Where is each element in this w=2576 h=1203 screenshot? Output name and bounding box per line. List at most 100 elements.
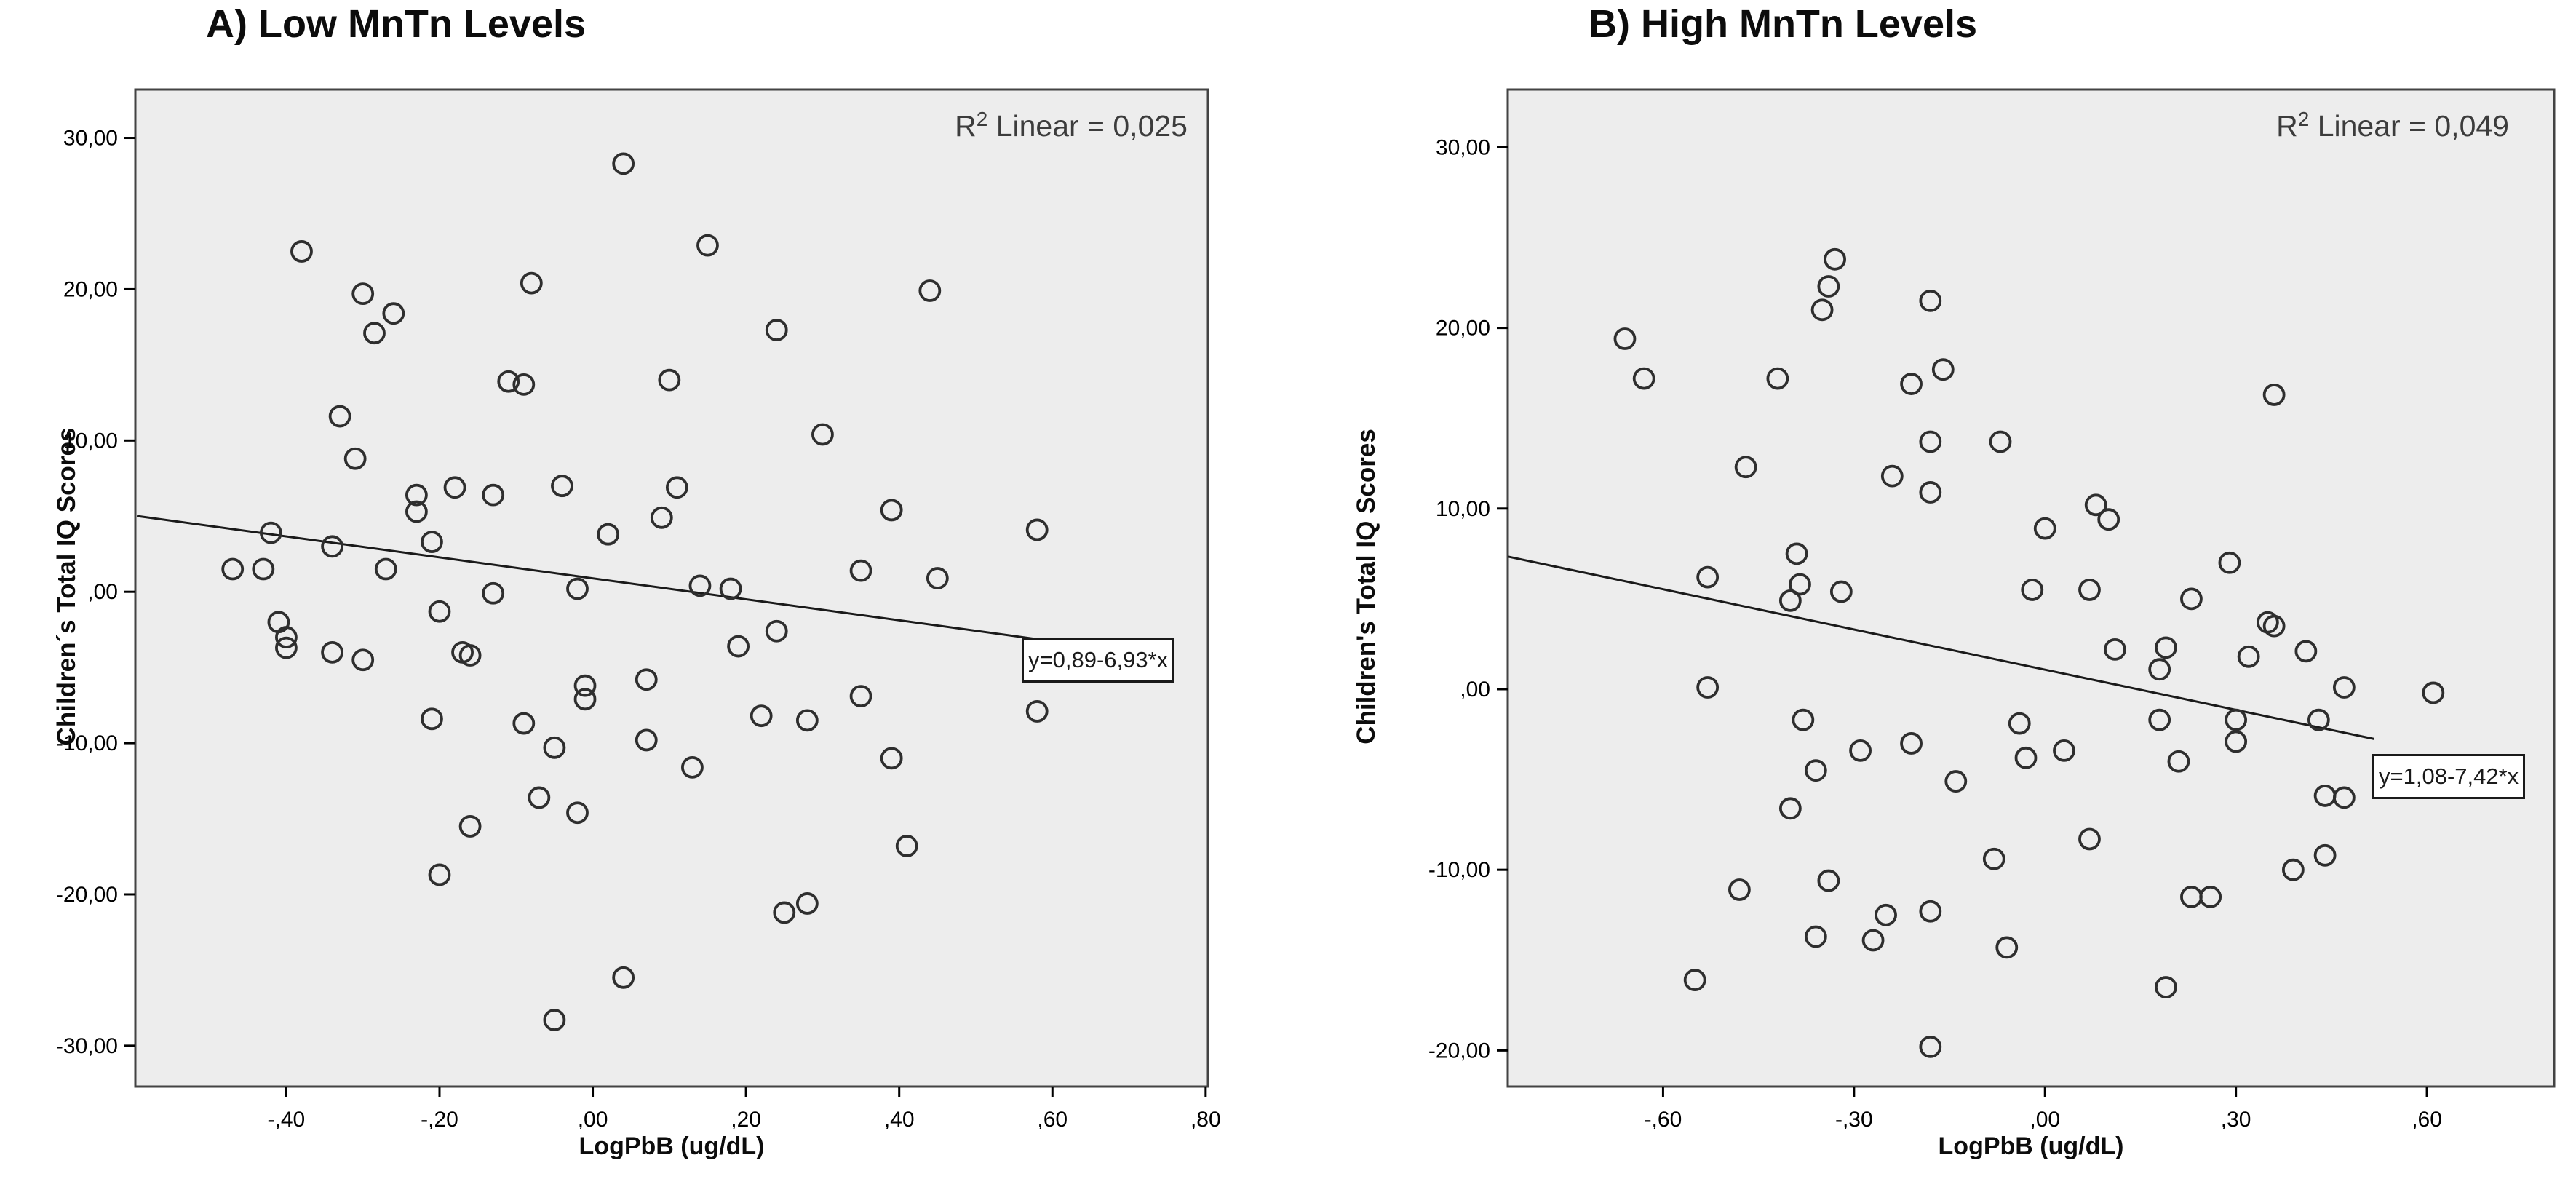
- scatter-point: [573, 674, 597, 697]
- r2-superscript: 2: [976, 108, 988, 130]
- y-tick-label: -30,00: [56, 1034, 118, 1058]
- scatter-point: [665, 476, 688, 499]
- y-tick-label: -20,00: [1428, 1039, 1490, 1063]
- scatter-point: [382, 302, 405, 325]
- scatter-point: [321, 535, 343, 558]
- scatter-point: [428, 863, 451, 886]
- scatter-point: [1683, 969, 1706, 991]
- x-tick-label: ,20: [731, 1108, 761, 1132]
- scatter-point: [458, 644, 482, 667]
- scatter-point: [688, 574, 712, 597]
- scatter-point: [918, 279, 942, 302]
- scatter-point: [573, 688, 597, 711]
- panel-title-a: A) Low MnTn Levels: [206, 2, 587, 46]
- scatter-point: [880, 499, 903, 522]
- scatter-point: [405, 500, 428, 523]
- scatter-point: [1919, 481, 1942, 504]
- y-tick-label: -20,00: [56, 883, 118, 907]
- scatter-point: [895, 835, 918, 857]
- scatter-point: [520, 271, 543, 295]
- scatter-point: [2294, 640, 2318, 663]
- scatter-point: [635, 668, 658, 691]
- scatter-point: [1995, 936, 2019, 959]
- scatter-point: [543, 736, 566, 759]
- scatter-point: [275, 626, 298, 648]
- scatter-point: [443, 476, 466, 499]
- regression-line: [136, 515, 1041, 641]
- scatter-point: [259, 521, 282, 544]
- y-tick-label: 20,00: [1436, 317, 1490, 341]
- scatter-point: [1804, 925, 1827, 948]
- scatter-point: [428, 600, 451, 623]
- scatter-point: [2262, 384, 2286, 406]
- scatter-point: [1734, 456, 1757, 479]
- y-axis-title-text: Children´s Total IQ Scores: [52, 427, 81, 746]
- x-axis-title-a: LogPbB (ug/dL): [579, 1132, 765, 1160]
- scatter-point: [2078, 579, 2101, 601]
- scatter-point: [482, 483, 505, 507]
- scatter-point: [2148, 658, 2171, 681]
- scatter-point: [795, 892, 819, 915]
- x-tick-label: -,30: [1835, 1108, 1873, 1132]
- y-tick-label: 30,00: [63, 127, 118, 151]
- r2-base: R: [955, 109, 977, 143]
- scatter-point: [750, 704, 773, 728]
- scatter-point: [2078, 827, 2101, 851]
- scatter-point: [795, 709, 819, 732]
- chart-panel-low-mntn: 30,00 20,00 10,00 ,00 -10,00 -20,00 -30,00 -,40…: [52, 2, 1221, 1160]
- r2-annotation-b: R2 Linear = 0,049: [2276, 108, 2509, 143]
- scatter-point: [650, 506, 673, 529]
- scatter-point: [1025, 518, 1049, 541]
- scatter-point: [512, 373, 536, 396]
- scatter-point: [1613, 327, 1637, 350]
- scatter-point: [1810, 298, 1834, 322]
- y-tick-label: ,00: [87, 580, 118, 604]
- scatter-point: [1766, 367, 1789, 390]
- plot-area: [134, 88, 1209, 1088]
- r2-base: R: [2276, 109, 2298, 143]
- scatter-point: [2218, 551, 2241, 574]
- r2-value: Linear = 0,025: [987, 109, 1188, 143]
- scatter-point: [1861, 929, 1885, 952]
- scatter-point: [497, 370, 520, 393]
- scatter-point: [1696, 565, 1720, 589]
- scatter-point: [1989, 430, 2012, 453]
- y-tick-label: -10,00: [56, 731, 118, 755]
- scatter-point: [2021, 579, 2044, 601]
- scatter-point: [1025, 700, 1049, 723]
- scatter-point: [2180, 587, 2203, 611]
- scatter-point: [421, 531, 443, 553]
- scatter-point: [2167, 750, 2190, 773]
- scatter-point: [2097, 508, 2120, 531]
- scatter-point: [1817, 275, 1840, 298]
- y-tick-label: ,00: [1460, 678, 1490, 702]
- scatter-point: [1919, 289, 1942, 312]
- scatter-point: [765, 619, 788, 643]
- scatter-point: [321, 640, 343, 664]
- scatter-point: [1919, 900, 1942, 923]
- scatter-point: [2148, 708, 2171, 731]
- r2-superscript: 2: [2297, 108, 2310, 130]
- scatter-point: [2307, 708, 2330, 731]
- x-axis-title-b: LogPbB (ug/dL): [1938, 1132, 2124, 1160]
- scatter-point: [1900, 373, 1923, 395]
- scatter-point: [275, 636, 298, 659]
- y-tick-label: -10,00: [1428, 858, 1490, 882]
- r2-annotation-a: R2 Linear = 0,025: [955, 108, 1188, 143]
- scatter-point: [551, 475, 573, 498]
- y-tick-label: 30,00: [1436, 135, 1490, 159]
- scatter-point: [458, 815, 482, 838]
- scatter-point: [405, 483, 428, 507]
- scatter-point: [2033, 517, 2056, 540]
- scatter-point: [612, 966, 635, 989]
- scatter-point: [727, 635, 750, 658]
- scatter-point: [635, 728, 658, 752]
- x-tick-label: ,00: [2030, 1108, 2060, 1132]
- scatter-point: [543, 1009, 566, 1031]
- regression-line: [1508, 555, 2374, 740]
- scatterplot-low-mntn-canvas: 30,00 20,00 10,00 ,00 -10,00 -20,00 -30,00 -,40…: [56, 88, 1221, 1132]
- scatter-point: [1944, 770, 1968, 793]
- scatter-point: [2014, 746, 2038, 769]
- scatter-point: [2332, 786, 2356, 809]
- y-axis-title-text: Children's Total IQ Scores: [1352, 429, 1380, 745]
